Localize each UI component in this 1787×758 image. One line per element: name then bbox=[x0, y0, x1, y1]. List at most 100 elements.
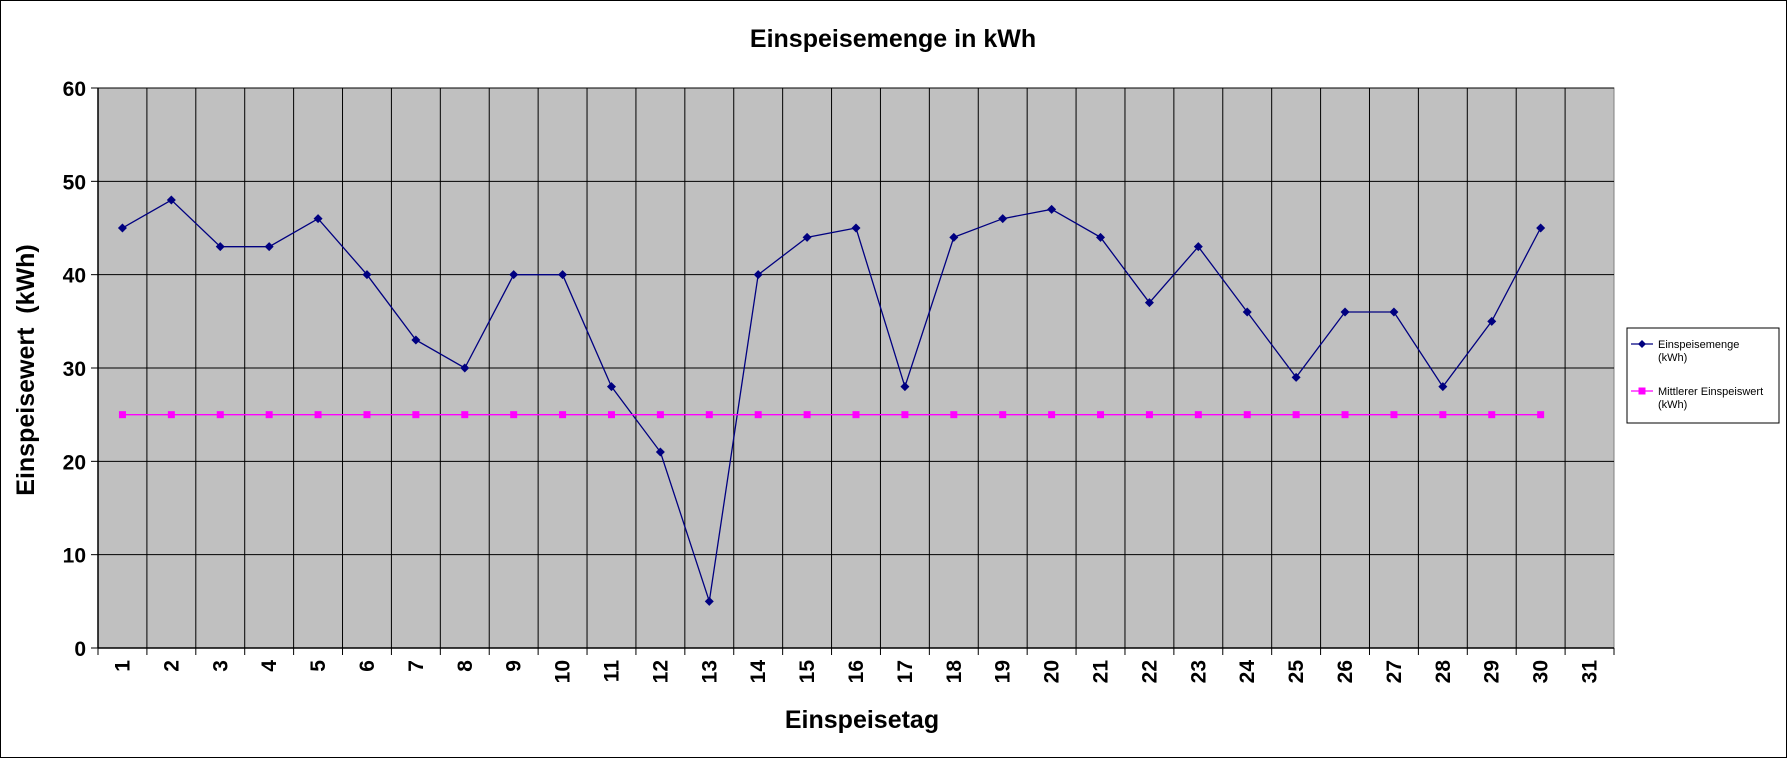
data-point bbox=[705, 411, 713, 419]
legend-label-unit: (kWh) bbox=[1658, 352, 1687, 364]
data-point bbox=[509, 270, 519, 280]
x-tick-label: 29 bbox=[1481, 660, 1504, 683]
data-point bbox=[1047, 204, 1057, 214]
x-tick-label: 17 bbox=[894, 660, 917, 683]
data-point bbox=[362, 270, 372, 280]
data-point bbox=[411, 335, 421, 345]
data-point bbox=[1390, 411, 1398, 419]
data-point bbox=[999, 411, 1007, 419]
legend-label: Mittlerer Einspeiswert bbox=[1658, 386, 1763, 398]
data-point bbox=[998, 214, 1008, 224]
data-point bbox=[1340, 307, 1350, 317]
x-tick-label: 23 bbox=[1187, 660, 1210, 683]
x-tick-label: 22 bbox=[1138, 660, 1161, 683]
x-tick-label: 5 bbox=[307, 660, 330, 672]
data-point bbox=[1341, 411, 1349, 419]
data-point bbox=[363, 411, 371, 419]
legend-label: Einspeisemenge bbox=[1658, 339, 1739, 351]
x-axis-label: Einspeisetag bbox=[785, 706, 939, 734]
data-point bbox=[1536, 223, 1546, 233]
y-tick-label: 20 bbox=[63, 451, 86, 474]
x-tick-label: 9 bbox=[503, 660, 526, 672]
data-point bbox=[313, 214, 323, 224]
x-tick-label: 3 bbox=[209, 660, 232, 672]
x-tick-label: 27 bbox=[1383, 660, 1406, 683]
data-point bbox=[802, 232, 812, 242]
data-point bbox=[460, 363, 470, 373]
data-point bbox=[1048, 411, 1056, 419]
data-point bbox=[704, 596, 714, 606]
data-point bbox=[949, 232, 959, 242]
x-tick-label: 26 bbox=[1334, 660, 1357, 683]
y-tick-label: 0 bbox=[74, 638, 86, 661]
data-point bbox=[753, 270, 763, 280]
x-tick-label: 4 bbox=[258, 660, 281, 672]
data-point bbox=[606, 382, 616, 392]
data-point bbox=[1438, 382, 1448, 392]
data-point bbox=[1144, 298, 1154, 308]
x-tick-label: 19 bbox=[992, 660, 1015, 683]
x-tick-label: 11 bbox=[600, 660, 623, 683]
legend-marker bbox=[1638, 387, 1646, 395]
data-point bbox=[461, 411, 469, 419]
x-tick-label: 7 bbox=[405, 660, 428, 672]
data-point bbox=[215, 242, 225, 252]
data-point bbox=[1193, 242, 1203, 252]
data-point bbox=[1292, 411, 1300, 419]
data-point bbox=[1097, 411, 1105, 419]
data-point bbox=[655, 447, 665, 457]
data-point bbox=[558, 270, 568, 280]
data-point bbox=[265, 411, 273, 419]
data-point bbox=[1291, 372, 1301, 382]
legend-marker bbox=[1638, 340, 1646, 348]
data-point bbox=[118, 411, 126, 419]
data-point bbox=[1145, 411, 1153, 419]
data-point bbox=[559, 411, 567, 419]
x-tick-label: 14 bbox=[747, 660, 770, 684]
x-tick-label: 28 bbox=[1432, 660, 1455, 684]
data-point bbox=[1439, 411, 1447, 419]
x-tick-label: 6 bbox=[356, 660, 379, 672]
data-point bbox=[166, 195, 176, 205]
data-point bbox=[117, 223, 127, 233]
x-tick-label: 10 bbox=[552, 660, 575, 683]
chart-title: Einspeisemenge in kWh bbox=[750, 25, 1036, 53]
x-tick-label: 18 bbox=[943, 660, 966, 684]
legend-label-unit: (kWh) bbox=[1658, 399, 1687, 411]
data-point bbox=[1096, 232, 1106, 242]
data-point bbox=[803, 411, 811, 419]
data-point bbox=[264, 242, 274, 252]
x-tick-label: 2 bbox=[160, 660, 183, 672]
y-tick-label: 30 bbox=[63, 358, 86, 381]
data-point bbox=[1194, 411, 1202, 419]
data-point bbox=[1537, 411, 1545, 419]
data-point bbox=[510, 411, 518, 419]
data-point bbox=[167, 411, 175, 419]
x-tick-label: 16 bbox=[845, 660, 868, 683]
x-tick-label: 25 bbox=[1285, 660, 1308, 684]
x-tick-label: 24 bbox=[1236, 660, 1259, 684]
x-tick-label: 8 bbox=[454, 660, 477, 672]
data-point bbox=[1243, 411, 1251, 419]
y-tick-label: 10 bbox=[63, 545, 86, 568]
data-point bbox=[851, 223, 861, 233]
y-tick-label: 60 bbox=[63, 78, 86, 101]
series-line-1 bbox=[122, 199, 1542, 602]
x-tick-label: 31 bbox=[1579, 660, 1602, 684]
data-point bbox=[950, 411, 958, 419]
data-point bbox=[607, 411, 615, 419]
data-point bbox=[1389, 307, 1399, 317]
data-point bbox=[1487, 316, 1497, 326]
legend: Einspeisemenge(kWh)Mittlerer Einspeiswer… bbox=[1626, 327, 1780, 424]
data-point bbox=[412, 411, 420, 419]
x-tick-label: 13 bbox=[698, 660, 721, 683]
data-point bbox=[901, 411, 909, 419]
x-tick-label: 1 bbox=[111, 660, 134, 672]
data-point bbox=[1488, 411, 1496, 419]
x-tick-label: 12 bbox=[649, 660, 672, 683]
data-point bbox=[216, 411, 224, 419]
data-point bbox=[656, 411, 664, 419]
